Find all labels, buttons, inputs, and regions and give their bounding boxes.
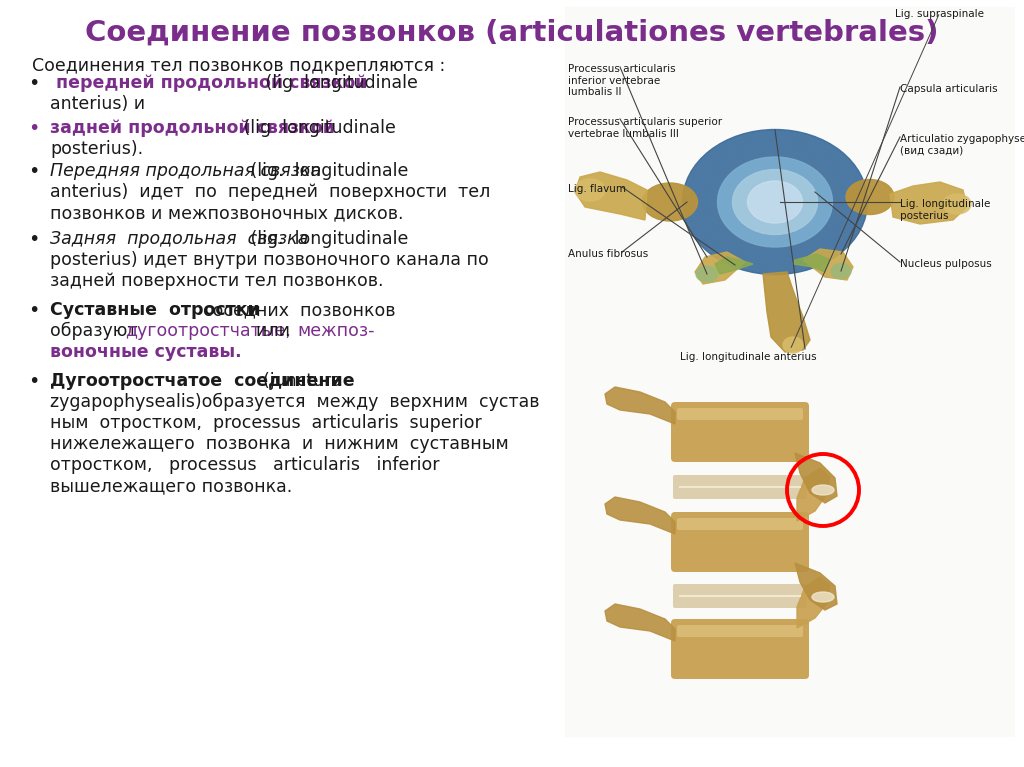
Text: (lig.  longitudinale: (lig. longitudinale xyxy=(245,230,409,248)
Text: (lig  longitudinale: (lig longitudinale xyxy=(238,119,395,137)
FancyBboxPatch shape xyxy=(671,512,809,572)
Polygon shape xyxy=(797,577,830,628)
Polygon shape xyxy=(715,257,753,274)
Bar xyxy=(565,7,1015,382)
Text: Lig. supraspinale: Lig. supraspinale xyxy=(895,9,984,19)
Text: Суставные  отростки: Суставные отростки xyxy=(50,301,260,319)
Text: posterius).: posterius). xyxy=(50,140,143,158)
Ellipse shape xyxy=(575,179,605,201)
Polygon shape xyxy=(605,604,675,641)
Text: задней продольной связкой: задней продольной связкой xyxy=(50,119,335,137)
Polygon shape xyxy=(605,387,675,424)
Text: Anulus fibrosus: Anulus fibrosus xyxy=(568,249,648,259)
Text: Дугоотростчатое  соединение: Дугоотростчатое соединение xyxy=(50,372,354,390)
Text: передней продольной связкой: передней продольной связкой xyxy=(50,74,368,92)
FancyBboxPatch shape xyxy=(671,402,809,462)
Text: отростком,   processus   articularis   inferior: отростком, processus articularis inferio… xyxy=(50,456,439,474)
Ellipse shape xyxy=(642,183,697,221)
Text: Передняя продольная связка: Передняя продольная связка xyxy=(50,162,322,180)
Text: Lig. longitudinale
posterius: Lig. longitudinale posterius xyxy=(900,199,990,221)
FancyBboxPatch shape xyxy=(671,619,809,679)
Text: Articulatio zygapophysealis
(вид сзади): Articulatio zygapophysealis (вид сзади) xyxy=(900,134,1024,156)
FancyBboxPatch shape xyxy=(677,518,803,530)
Text: Processus articularis superior
vertebrae lumbalis III: Processus articularis superior vertebrae… xyxy=(568,117,722,139)
Bar xyxy=(565,382,1015,737)
Polygon shape xyxy=(797,468,830,521)
Polygon shape xyxy=(605,497,675,534)
Text: позвонков и межпозвоночных дисков.: позвонков и межпозвоночных дисков. xyxy=(50,204,403,222)
FancyBboxPatch shape xyxy=(673,475,807,499)
Text: •: • xyxy=(28,162,39,181)
Text: дугоотростчатые,: дугоотростчатые, xyxy=(125,322,291,340)
Polygon shape xyxy=(793,254,830,272)
Text: Processus articularis
inferior vertebrae
lumbalis II: Processus articularis inferior vertebrae… xyxy=(568,64,676,97)
Text: межпоз-: межпоз- xyxy=(298,322,375,340)
FancyBboxPatch shape xyxy=(677,625,803,637)
Text: posterius) идет внутри позвоночного канала по: posterius) идет внутри позвоночного кана… xyxy=(50,251,488,269)
Ellipse shape xyxy=(943,194,971,214)
Polygon shape xyxy=(803,249,853,280)
Text: Capsula articularis: Capsula articularis xyxy=(900,84,997,94)
Text: или: или xyxy=(245,322,301,340)
Ellipse shape xyxy=(748,181,803,223)
Ellipse shape xyxy=(812,592,834,602)
Ellipse shape xyxy=(831,264,851,278)
Polygon shape xyxy=(795,563,837,610)
Text: нижележащего  позвонка  и  нижним  суставным: нижележащего позвонка и нижним суставным xyxy=(50,435,509,453)
Polygon shape xyxy=(695,252,745,284)
Text: zygapophysealis)образуется  между  верхним  сустав: zygapophysealis)образуется между верхним… xyxy=(50,393,540,411)
Text: ным  отростком,  processus  articularis  superior: ным отростком, processus articularis sup… xyxy=(50,414,481,432)
Text: задней поверхности тел позвонков.: задней поверхности тел позвонков. xyxy=(50,272,384,290)
Ellipse shape xyxy=(846,179,894,215)
Text: Задняя  продольная  связка: Задняя продольная связка xyxy=(50,230,308,248)
Ellipse shape xyxy=(783,337,803,353)
Text: Соединения тел позвонков подкрепляются :: Соединения тел позвонков подкрепляются : xyxy=(32,57,445,75)
Ellipse shape xyxy=(683,130,867,275)
Text: •: • xyxy=(28,301,39,320)
Polygon shape xyxy=(763,272,810,352)
Polygon shape xyxy=(890,182,967,224)
Text: вышележащего позвонка.: вышележащего позвонка. xyxy=(50,477,292,495)
FancyBboxPatch shape xyxy=(673,584,807,608)
Text: •: • xyxy=(28,119,39,138)
Ellipse shape xyxy=(732,170,817,235)
Text: •: • xyxy=(28,372,39,391)
Text: Соединение позвонков (articulationes vertebrales): Соединение позвонков (articulationes ver… xyxy=(85,19,939,47)
Text: Lig. flavum: Lig. flavum xyxy=(568,184,626,194)
Text: Nucleus pulposus: Nucleus pulposus xyxy=(900,259,992,269)
Text: (lig.  longitudinale: (lig. longitudinale xyxy=(245,162,409,180)
Text: (junctura: (junctura xyxy=(253,372,342,390)
Ellipse shape xyxy=(812,485,834,495)
Text: anterius) и: anterius) и xyxy=(50,95,145,113)
Polygon shape xyxy=(575,172,647,220)
Ellipse shape xyxy=(718,157,833,247)
Text: (lig  longitudinale: (lig longitudinale xyxy=(260,74,418,92)
Text: •: • xyxy=(28,230,39,249)
Text: образуют: образуют xyxy=(50,322,148,341)
Text: Lig. longitudinale anterius: Lig. longitudinale anterius xyxy=(680,352,816,362)
Text: anterius)  идет  по  передней  поверхности  тел: anterius) идет по передней поверхности т… xyxy=(50,183,490,201)
Ellipse shape xyxy=(696,266,718,282)
FancyBboxPatch shape xyxy=(677,408,803,420)
Text: •: • xyxy=(28,74,39,93)
Text: соседних  позвонков: соседних позвонков xyxy=(193,301,396,319)
Polygon shape xyxy=(795,453,837,503)
Text: воночные суставы.: воночные суставы. xyxy=(50,343,242,361)
